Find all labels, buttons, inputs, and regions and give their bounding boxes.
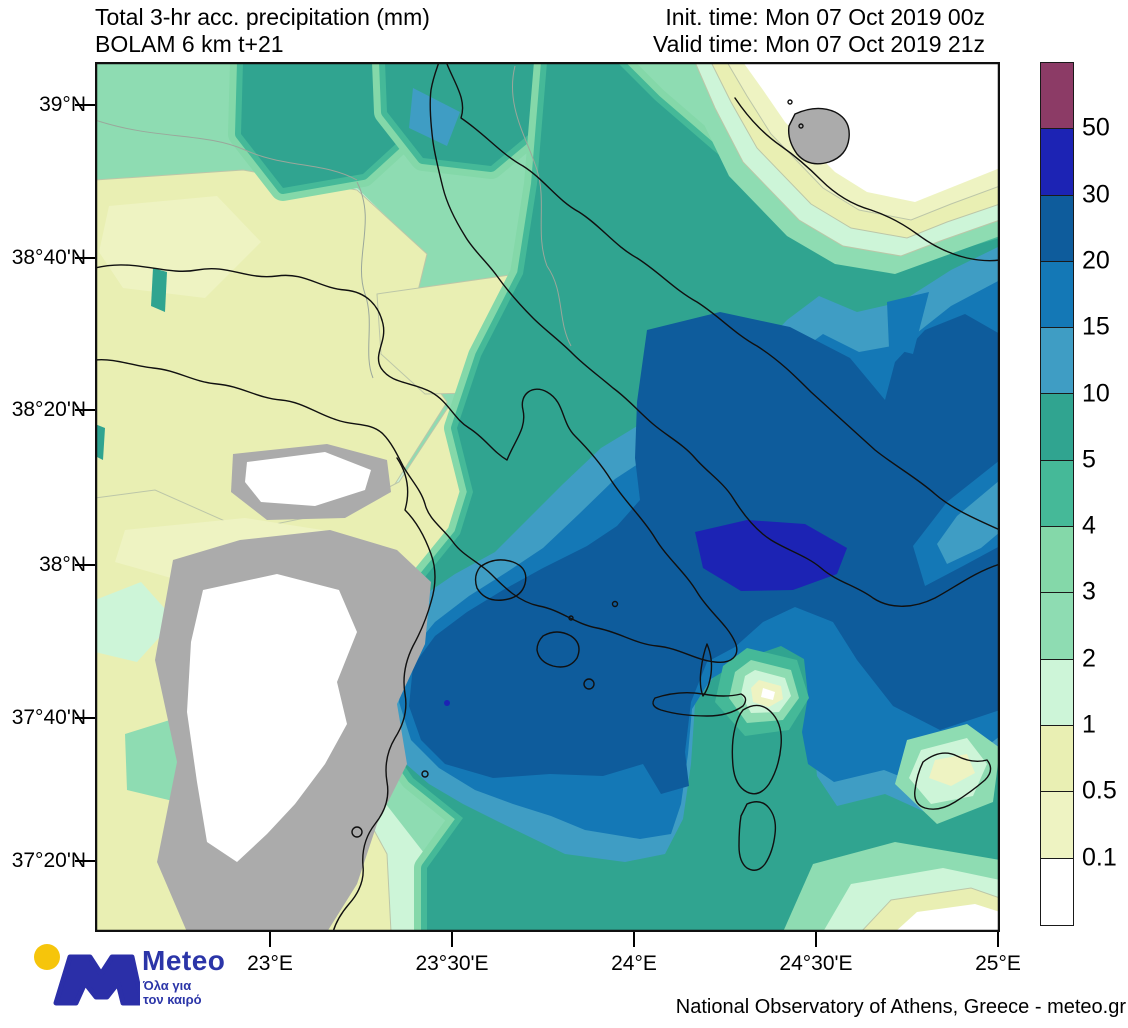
lon-tick-label: 24°E — [611, 952, 657, 975]
map-title-block: Total 3-hr acc. precipitation (mm) BOLAM… — [95, 4, 430, 58]
colorbar-label: 20 — [1082, 246, 1110, 275]
lon-tick-line — [633, 932, 636, 947]
colorbar-label: 3 — [1082, 577, 1096, 606]
admin-borders — [95, 65, 572, 379]
colorbar-label: 15 — [1082, 312, 1110, 341]
colorbar-cell — [1041, 195, 1073, 262]
colorbar-label: 5 — [1082, 445, 1096, 474]
lat-tick-line — [75, 859, 95, 862]
logo-m-icon — [53, 954, 145, 1006]
lat-tick-label: 38°20'N — [11, 398, 86, 421]
colorbar-cell — [1041, 261, 1073, 329]
meteo-logo-icon — [34, 944, 145, 1006]
map-area — [95, 62, 1000, 932]
valid-time: Valid time: Mon 07 Oct 2019 21z — [653, 31, 985, 57]
colorbar-label: 4 — [1082, 511, 1096, 540]
lat-tick-line — [75, 563, 95, 566]
logo-tagline: Όλα για τον καιρό — [143, 979, 202, 1007]
lat-tick-label: 38°N — [39, 552, 86, 576]
lat-tick-label: 39°N — [39, 92, 86, 116]
colorbar-cell — [1041, 63, 1073, 130]
init-time: Init. time: Mon 07 Oct 2019 00z — [665, 4, 985, 30]
colorbar-cell — [1041, 394, 1073, 461]
colorbar-cell — [1041, 725, 1073, 793]
colorbar-cell — [1041, 659, 1073, 726]
lon-tick-line — [997, 932, 999, 947]
lon-tick-line — [269, 932, 272, 947]
map-frame — [95, 62, 1000, 932]
lon-tick-label: 24°30'E — [779, 952, 853, 975]
lon-tick-label: 25°E — [975, 952, 1021, 975]
colorbar-cell — [1041, 593, 1073, 660]
lat-tick-line — [75, 716, 95, 719]
lat-tick-line — [75, 103, 95, 106]
run-time-block: Init. time: Mon 07 Oct 2019 00z Valid ti… — [653, 4, 985, 58]
precipitation-colorbar — [1040, 62, 1074, 926]
colorbar-label: 0.5 — [1082, 776, 1117, 805]
lon-tick-line — [451, 932, 454, 947]
lat-tick-label: 37°20'N — [11, 848, 86, 872]
colorbar-cell — [1041, 527, 1073, 594]
colorbar-label: 10 — [1082, 379, 1110, 408]
logo-tagline-line1: Όλα για — [143, 978, 192, 993]
colorbar-label: 1 — [1082, 710, 1096, 739]
colorbar-cell — [1041, 129, 1073, 196]
colorbar-cell — [1041, 328, 1073, 395]
colorbar-cell — [1041, 858, 1073, 925]
lon-tick-label: 23°30'E — [415, 952, 489, 975]
map-subtitle: BOLAM 6 km t+21 — [95, 31, 284, 57]
logo-tagline-line2: τον καιρό — [143, 992, 202, 1007]
lat-tick-label: 38°40'N — [11, 246, 86, 269]
colorbar-label: 30 — [1082, 180, 1110, 209]
colorbar-label: 50 — [1082, 113, 1110, 142]
colorbar-label: 0.1 — [1082, 843, 1117, 872]
lat-tick-line — [75, 409, 95, 411]
map-title: Total 3-hr acc. precipitation (mm) — [95, 4, 430, 30]
precipitation-map — [95, 62, 1000, 932]
colorbar-cell — [1041, 460, 1073, 528]
colorbar-cell — [1041, 792, 1073, 859]
lat-tick-label: 37°40'N — [11, 705, 86, 729]
logo-wordmark: Meteo — [142, 945, 226, 976]
logo-sun-icon — [34, 944, 60, 970]
lon-tick-label: 23°E — [247, 952, 293, 975]
lon-tick-line — [815, 932, 817, 947]
attribution: National Observatory of Athens, Greece -… — [675, 996, 1126, 1018]
colorbar-label: 2 — [1082, 644, 1096, 673]
lat-tick-line — [75, 257, 95, 259]
meteo-logo: Meteo Όλα για τον καιρό — [30, 935, 310, 1015]
coastlines — [95, 62, 1000, 932]
